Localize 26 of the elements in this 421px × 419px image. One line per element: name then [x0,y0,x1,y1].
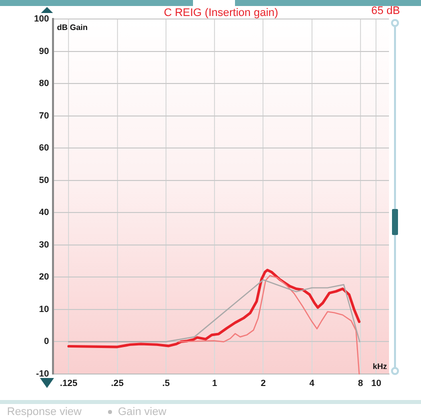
y-tick-label: 60 [38,142,49,153]
y-tick-label: 0 [44,336,49,346]
y-axis-title: dB Gain [57,23,88,32]
x-tick-label: .25 [111,378,124,388]
x-tick-label: 4 [309,378,314,388]
x-tick-label: 8 [358,378,364,388]
text: Gain view [118,406,166,418]
y-tick-label: 80 [38,78,49,88]
text: Response view [7,406,82,418]
x-tick-label: .5 [162,378,170,388]
y-tick-label: 40 [38,207,49,218]
y-tick-label: 20 [38,272,49,282]
x-tick-label: 2 [260,378,266,388]
x-axis-title: kHz [372,362,387,372]
x-tick-label: 1 [212,378,218,388]
y-tick-label: 70 [38,110,49,120]
y-tick-label: 100 [34,13,49,24]
y-tick-label: 50 [38,174,49,185]
text: 65 dB [371,5,400,17]
x-tick-label: .125 [60,378,78,388]
y-tick-label: 10 [38,304,49,314]
y-tick-label: 90 [38,46,49,56]
y-tick-label: 30 [38,239,49,250]
y-tick-label: -10 [36,368,49,378]
chart-title: C REIG (Insertion gain) [164,7,278,19]
x-tick-label: 10 [371,378,382,388]
